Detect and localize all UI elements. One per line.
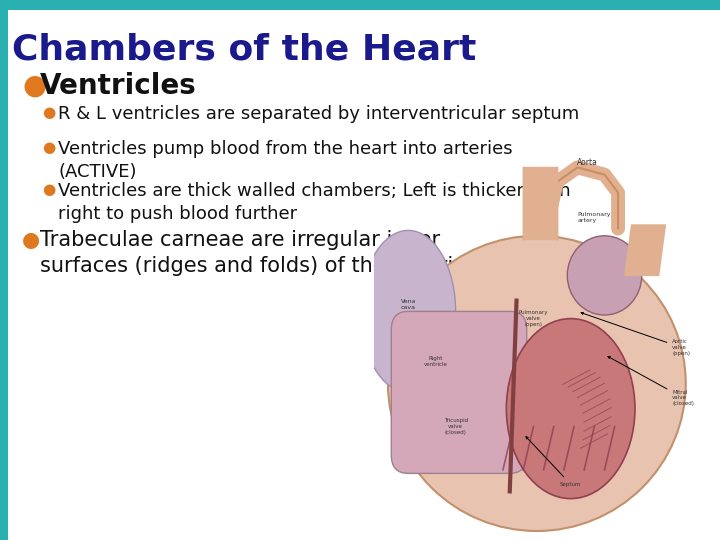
Text: Vena
cava: Vena cava <box>400 299 416 309</box>
Polygon shape <box>625 225 665 275</box>
Bar <box>0 10 8 540</box>
Text: ●: ● <box>22 72 46 100</box>
Text: Septum: Septum <box>526 437 582 487</box>
Text: Ventricles are thick walled chambers; Left is thicker than
right to push blood f: Ventricles are thick walled chambers; Le… <box>58 182 571 223</box>
Text: ●: ● <box>22 230 40 250</box>
Text: Pulmonary
valve
(open): Pulmonary valve (open) <box>518 310 548 327</box>
Text: Tricuspid
valve
(closed): Tricuspid valve (closed) <box>444 418 468 435</box>
Ellipse shape <box>506 319 635 498</box>
Text: Right
ventricle: Right ventricle <box>423 356 447 367</box>
Ellipse shape <box>567 236 642 315</box>
Polygon shape <box>523 167 557 239</box>
Text: Mitral
valve
(closed): Mitral valve (closed) <box>608 356 694 406</box>
Text: ●: ● <box>42 140 55 155</box>
Text: Ventricles pump blood from the heart into arteries
(ACTIVE): Ventricles pump blood from the heart int… <box>58 140 513 181</box>
Bar <box>0 0 720 10</box>
Ellipse shape <box>388 236 685 531</box>
Text: Aorta: Aorta <box>577 158 598 167</box>
Text: Ventricles: Ventricles <box>40 72 197 100</box>
Text: Pulmonary
artery: Pulmonary artery <box>577 212 611 223</box>
Text: R & L ventricles are separated by interventricular septum: R & L ventricles are separated by interv… <box>58 105 580 123</box>
Text: Trabeculae carneae are irregular inner
surfaces (ridges and folds) of the ventri: Trabeculae carneae are irregular inner s… <box>40 230 495 275</box>
Text: Chambers of the Heart: Chambers of the Heart <box>12 32 477 66</box>
Text: ●: ● <box>42 105 55 120</box>
Text: Aortic
valve
(open): Aortic valve (open) <box>581 312 690 356</box>
Text: ●: ● <box>42 182 55 197</box>
FancyBboxPatch shape <box>392 312 527 474</box>
Ellipse shape <box>361 231 456 393</box>
